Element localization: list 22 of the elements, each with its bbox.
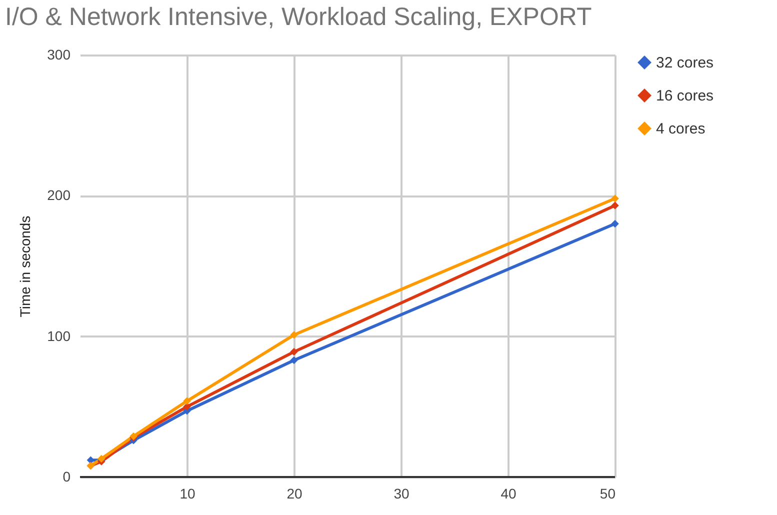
y-tick-label: 0 bbox=[62, 468, 71, 484]
y-tick-label: 300 bbox=[47, 46, 71, 62]
point bbox=[183, 397, 191, 405]
x-tick-label: 50 bbox=[600, 486, 616, 502]
x-tick-label: 20 bbox=[286, 486, 302, 502]
point bbox=[290, 331, 298, 339]
y-tick-label: 100 bbox=[47, 328, 71, 344]
point bbox=[611, 202, 619, 210]
x-tick-label: 30 bbox=[394, 486, 410, 502]
x-tick-label: 10 bbox=[180, 486, 196, 502]
legend-label: 32 cores bbox=[656, 54, 714, 72]
y-axis-title: Time in seconds bbox=[17, 216, 34, 318]
chart-title: I/O & Network Intensive, Workload Scaling, EXPORT bbox=[5, 3, 592, 31]
x-tick-label: 40 bbox=[500, 486, 516, 502]
point bbox=[611, 220, 619, 228]
y-tick-label: 200 bbox=[47, 187, 71, 204]
point bbox=[290, 356, 298, 364]
point bbox=[611, 194, 619, 202]
point bbox=[290, 348, 298, 356]
legend-label: 4 cores bbox=[656, 120, 706, 138]
point bbox=[183, 402, 191, 411]
legend-label: 16 cores bbox=[656, 88, 714, 104]
